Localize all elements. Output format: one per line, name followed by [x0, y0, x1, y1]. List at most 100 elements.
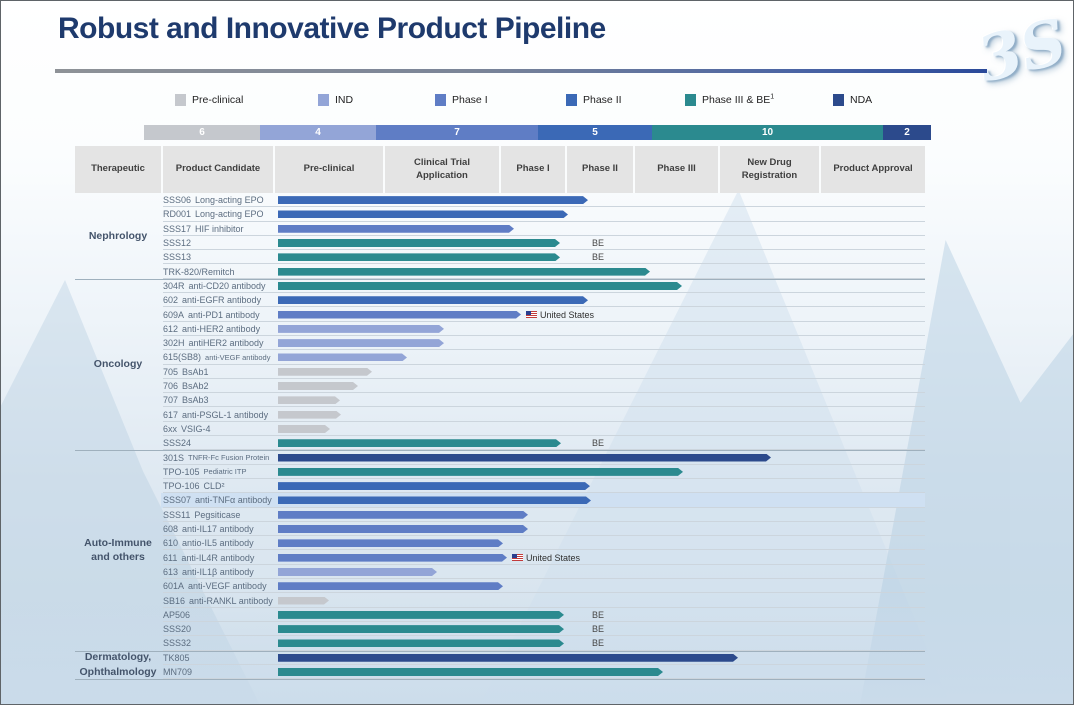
candidate-label: SSS13: [163, 250, 195, 264]
candidate-description: Pediatric ITP: [203, 467, 247, 477]
row-separator: [163, 649, 925, 651]
pipeline-bar: [278, 668, 663, 676]
column-header: Product Candidate: [163, 146, 275, 193]
pipeline-bar: [278, 482, 590, 490]
pipeline-row: 707 BsAb3: [75, 393, 925, 408]
legend-label: NDA: [850, 94, 873, 106]
candidate-description: BsAb1: [182, 366, 209, 377]
row-separator: [163, 620, 925, 622]
row-separator: [163, 206, 925, 208]
pipeline-row: 609A anti-PD1 antibody United States: [75, 307, 925, 322]
group-separator: [75, 650, 925, 652]
pipeline-bar: [278, 311, 521, 319]
column-header: Phase I: [501, 146, 567, 193]
candidate-code: RD001: [163, 209, 192, 220]
candidate-code: 602: [163, 295, 179, 306]
region-note-text: United States: [526, 552, 581, 563]
legend-item-nda: NDA: [833, 94, 872, 106]
pipeline-row: 613 anti-IL1β antibody: [75, 565, 925, 580]
pipeline-row: 304R anti-CD20 antibody: [75, 279, 925, 294]
summary-segment-phase2: 5: [538, 125, 652, 140]
candidate-code: 601A: [163, 581, 185, 592]
pipeline-row: 615(SB8) anti-VEGF antibody: [75, 350, 925, 365]
therapeutic-group-label-line: Auto-Immune: [84, 536, 152, 549]
candidate-label: SSS32: [163, 636, 195, 650]
legend-swatch-phase3: [685, 94, 696, 106]
row-separator: [163, 635, 925, 637]
candidate-code: MN709: [163, 667, 193, 678]
be-tag: BE: [592, 438, 605, 449]
pipeline-row: SSS11 Pegsiticase: [75, 508, 925, 522]
pipeline-row: 6xx VSIG-4: [75, 422, 925, 437]
row-separator: [163, 535, 925, 537]
legend-swatch-phase2: [566, 94, 577, 106]
column-header: New Drug Registration: [720, 146, 821, 193]
row-separator: [163, 678, 925, 680]
candidate-label: TK805: [163, 651, 194, 665]
row-separator: [163, 592, 925, 594]
pipeline-row: 610 antio-IL5 antibody: [75, 536, 925, 551]
legend-label: Phase III & BE1: [702, 93, 775, 107]
candidate-code: 612: [163, 323, 179, 334]
therapeutic-group-label-line: Dermatology,: [84, 651, 152, 664]
summary-segment-phase1: 7: [376, 125, 538, 140]
pipeline-bar: [278, 496, 591, 504]
candidate-code: SB16: [163, 595, 186, 606]
candidate-label: SSS20: [163, 622, 195, 636]
candidate-code: 608: [163, 524, 179, 535]
candidate-description: antiHER2 antibody: [188, 338, 264, 349]
candidate-description: Long-acting EPO: [195, 209, 264, 220]
row-separator: [163, 492, 925, 494]
pipeline-bar: [278, 511, 528, 519]
row-separator: [163, 292, 925, 294]
legend-label: Phase I: [452, 94, 488, 106]
pipeline-bar: [278, 582, 503, 590]
row-separator: [163, 392, 925, 394]
pipeline-bar: [278, 454, 771, 462]
legend-label: Pre-clinical: [192, 94, 244, 106]
region-note-text: United States: [540, 309, 595, 320]
candidate-label: SSS24: [163, 436, 195, 450]
candidate-label: 617 anti-PSGL-1 antibody: [163, 408, 268, 422]
candidate-description: anti-EGFR antibody: [182, 295, 262, 306]
pipeline-bar: [278, 196, 588, 204]
pipeline-row: 601A anti-VEGF antibody: [75, 579, 925, 594]
candidate-code: 615(SB8): [163, 352, 202, 363]
legend-swatch-phase1: [435, 94, 446, 106]
pipeline-row: SSS06 Long-acting EPO: [75, 193, 925, 208]
candidate-label: TPO-106 CLD²: [163, 479, 225, 493]
legend: Pre-clinical IND Phase I Phase II Phase III …: [0, 94, 1074, 108]
column-header: Clinical Trial Application: [385, 146, 501, 193]
therapeutic-group-label-line: and others: [91, 551, 145, 564]
pipeline-bar: [278, 325, 444, 333]
be-tag: BE: [592, 238, 605, 249]
row-separator: [163, 220, 925, 222]
candidate-description: anti-HER2 antibody: [182, 323, 261, 334]
row-separator: [163, 506, 925, 508]
pipeline-bar: [278, 368, 372, 376]
candidate-code: SSS17: [163, 223, 192, 234]
pipeline-row: 608 anti-IL17 antibody: [75, 522, 925, 537]
therapeutic-group-label-line: Oncology: [93, 358, 143, 371]
candidate-description: anti-VEGF antibody: [188, 581, 267, 592]
row-separator: [163, 477, 925, 479]
pipeline-bar: [278, 639, 564, 647]
region-note: United States: [526, 310, 594, 320]
pipeline-row: SSS32 BE: [75, 636, 925, 651]
row-separator: [163, 563, 925, 565]
candidate-code: 301S: [163, 452, 185, 463]
pipeline-bar: [278, 425, 330, 433]
pipeline-bar: [278, 411, 341, 419]
row-separator: [163, 306, 925, 308]
candidate-label: AP506: [163, 608, 194, 622]
pipeline-row: SSS12 BE: [75, 236, 925, 251]
pipeline-bar: [278, 468, 683, 476]
candidate-label: TRK-820/Remitch: [163, 265, 239, 279]
candidate-label: 707 BsAb3: [163, 393, 209, 407]
row-separator: [163, 234, 925, 236]
pipeline-bar: [278, 539, 503, 547]
pipeline-row: SSS24 BE: [75, 436, 925, 451]
legend-swatch-ind: [318, 94, 329, 106]
pipeline-row: 706 BsAb2: [75, 379, 925, 394]
candidate-description: anti-IL17 antibody: [182, 524, 254, 535]
